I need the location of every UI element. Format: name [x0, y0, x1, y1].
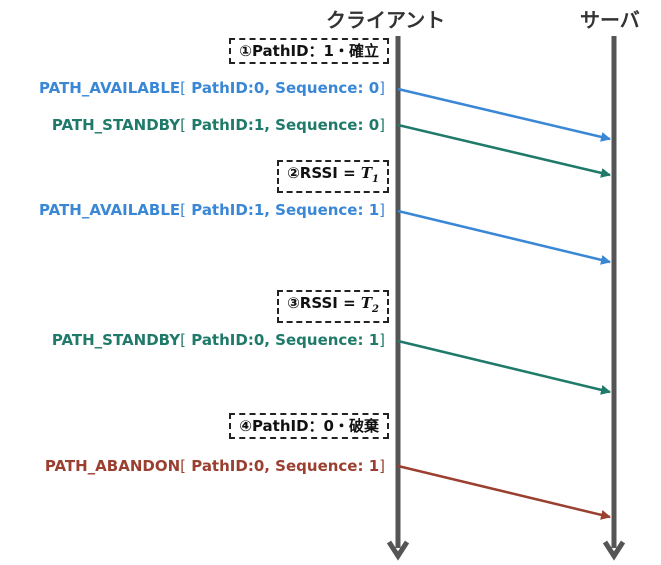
message-arrow-path-available-0: [397, 87, 611, 142]
frame-name: PATH_STANDBY: [51, 331, 181, 349]
open-bracket: [: [180, 116, 186, 134]
message-arrow-path-abandon-4: [397, 464, 611, 520]
open-bracket: [: [180, 79, 186, 97]
frame-name: PATH_AVAILABLE: [39, 79, 181, 97]
state-label: ①PathID：1・確立: [239, 42, 379, 60]
frame-name: PATH_ABANDON: [44, 457, 181, 475]
state-threshold-subscript: 1: [372, 174, 379, 185]
message-label-path-available: PATH_AVAILABLE[ PathID:1, Sequence: 1]: [39, 201, 385, 219]
close-bracket: ]: [379, 457, 385, 475]
open-bracket: [: [180, 201, 186, 219]
message-arrow-path-standby-1: [397, 123, 611, 178]
close-bracket: ]: [379, 79, 385, 97]
frame-params: PathID:0, Sequence: 1: [186, 457, 380, 475]
message-label-path-available: PATH_AVAILABLE[ PathID:0, Sequence: 0]: [39, 79, 385, 97]
client-lifeline-title: クライアント: [326, 8, 446, 32]
frame-params: PathID:0, Sequence: 0: [186, 79, 380, 97]
frame-name: PATH_AVAILABLE: [39, 201, 181, 219]
frame-name: PATH_STANDBY: [51, 116, 181, 134]
state-label: ④PathID：0・破棄: [239, 417, 379, 435]
message-label-path-standby: PATH_STANDBY[ PathID:1, Sequence: 0]: [52, 116, 385, 134]
server-lifeline-title: サーバ: [580, 8, 640, 32]
frame-params: PathID:1, Sequence: 1: [186, 201, 380, 219]
message-label-path-standby: PATH_STANDBY[ PathID:0, Sequence: 1]: [52, 331, 385, 349]
state-box-path-abandoned: ④PathID：0・破棄: [229, 413, 389, 439]
state-rssi-prefix: ②RSSI =: [287, 164, 361, 182]
open-bracket: [: [180, 331, 186, 349]
state-threshold-variable: T: [360, 294, 373, 312]
frame-params: PathID:0, Sequence: 1: [186, 331, 380, 349]
state-threshold-variable: T: [360, 164, 373, 182]
state-rssi-prefix: ③RSSI =: [287, 294, 361, 312]
message-arrow-path-standby-3: [397, 339, 611, 395]
close-bracket: ]: [379, 116, 385, 134]
server-lifeline-arrowhead: [602, 540, 626, 561]
open-bracket: [: [180, 457, 186, 475]
frame-params: PathID:1, Sequence: 0: [186, 116, 380, 134]
state-box-path-established: ①PathID：1・確立: [229, 38, 389, 64]
message-arrow-path-available-2: [397, 209, 611, 265]
state-box-rssi-t2: ③RSSI = T2: [277, 290, 389, 323]
message-label-path-abandon: PATH_ABANDON[ PathID:0, Sequence: 1]: [45, 457, 385, 475]
close-bracket: ]: [379, 201, 385, 219]
close-bracket: ]: [379, 331, 385, 349]
state-box-rssi-t1: ②RSSI = T1: [277, 160, 389, 193]
state-threshold-subscript: 2: [372, 304, 379, 315]
client-lifeline-arrowhead: [386, 540, 410, 561]
